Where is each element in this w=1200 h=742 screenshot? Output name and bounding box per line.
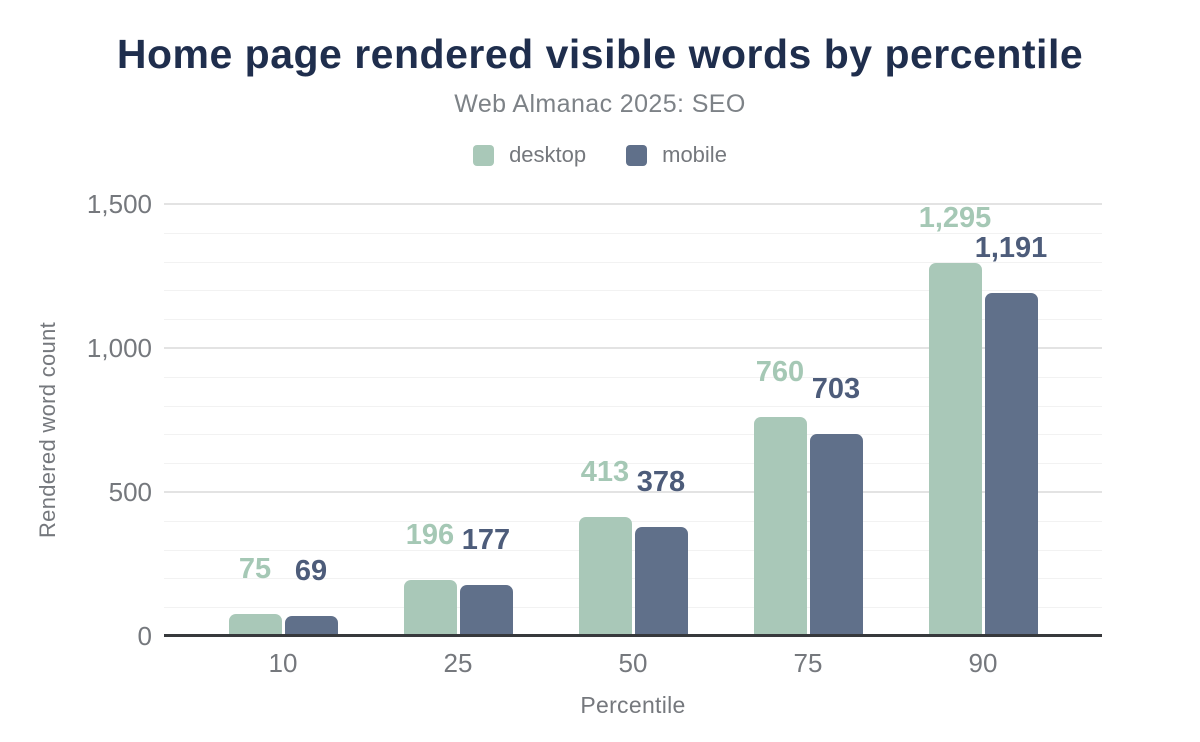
value-label-mobile-50: 378: [636, 466, 686, 499]
chart-legend: desktop mobile: [0, 142, 1200, 168]
value-label-desktop-50: 413: [580, 456, 630, 489]
bar-desktop-50[interactable]: [578, 517, 632, 636]
gridline: [164, 203, 1102, 205]
x-tick-label: 75: [793, 648, 823, 678]
bar-mobile-10[interactable]: [284, 616, 338, 636]
gridline: [164, 262, 1102, 263]
legend-label: mobile: [662, 142, 727, 167]
gridline: [164, 290, 1102, 291]
y-axis-title: Rendered word count: [35, 321, 60, 539]
x-tick-label: 50: [618, 648, 648, 678]
gridline: [164, 319, 1102, 320]
gridline: [164, 491, 1102, 493]
bar-mobile-75[interactable]: [809, 433, 863, 636]
x-tick-label: 90: [968, 648, 998, 678]
chart-title: Home page rendered visible words by perc…: [116, 31, 1084, 77]
y-tick-label: 0: [137, 621, 152, 651]
bar-desktop-90[interactable]: [928, 263, 982, 636]
legend-swatch: [626, 144, 648, 166]
bar-mobile-25[interactable]: [459, 585, 513, 636]
legend-swatch: [473, 144, 495, 166]
legend-label: desktop: [509, 142, 587, 167]
x-tick-label: 10: [268, 648, 298, 678]
value-label-desktop-75: 760: [755, 356, 805, 389]
bar-desktop-75[interactable]: [753, 417, 807, 636]
gridline: [164, 550, 1102, 551]
y-tick-label: 500: [108, 477, 152, 507]
gridline: [164, 463, 1102, 464]
gridline: [164, 377, 1102, 378]
value-label-desktop-25: 196: [405, 518, 455, 551]
gridline: [164, 521, 1102, 522]
x-axis-line: [164, 634, 1102, 637]
bar-mobile-90[interactable]: [984, 292, 1038, 636]
value-label-desktop-10: 75: [238, 553, 272, 586]
bar-mobile-50[interactable]: [634, 527, 688, 636]
value-label-mobile-10: 69: [294, 555, 328, 588]
value-label-desktop-90: 1,295: [918, 202, 992, 235]
chart-subtitle: Web Almanac 2025: SEO: [454, 90, 746, 118]
value-label-mobile-25: 177: [461, 524, 511, 557]
gridline: [164, 233, 1102, 234]
y-tick-label: 1,500: [86, 189, 152, 219]
gridline: [164, 607, 1102, 608]
bar-desktop-25[interactable]: [403, 579, 457, 636]
value-label-mobile-90: 1,191: [974, 231, 1048, 264]
legend-item-desktop[interactable]: desktop: [473, 142, 586, 168]
gridline: [164, 347, 1102, 349]
gridline: [164, 434, 1102, 435]
gridline: [164, 406, 1102, 407]
legend-item-mobile[interactable]: mobile: [626, 142, 727, 168]
bar-desktop-10[interactable]: [228, 614, 282, 636]
gridline: [164, 578, 1102, 579]
y-tick-label: 1,000: [86, 333, 152, 363]
x-axis-title: Percentile: [580, 692, 686, 718]
x-tick-label: 25: [443, 648, 473, 678]
value-label-mobile-75: 703: [811, 372, 861, 405]
